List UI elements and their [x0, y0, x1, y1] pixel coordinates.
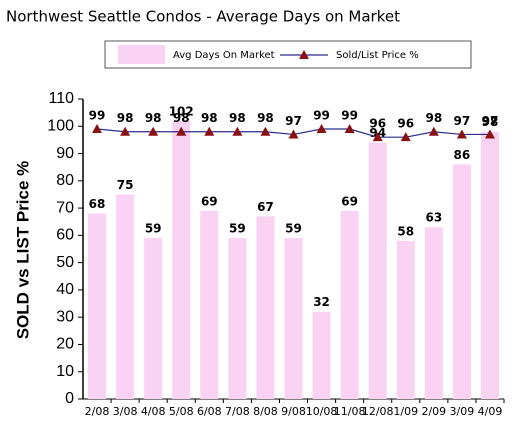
bar	[368, 142, 387, 400]
line-marker	[232, 126, 243, 136]
bar-value-label: 98	[482, 115, 499, 129]
x-tick-label: 2/09	[421, 405, 446, 418]
y-tick-label: 90	[56, 145, 74, 162]
line-marker	[120, 126, 131, 136]
bar-value-label: 86	[454, 148, 471, 162]
line-marker	[372, 132, 383, 142]
x-tick-label: 3/09	[450, 405, 475, 418]
x-tick-label: 9/08	[281, 405, 306, 418]
x-tick-label: 12/08	[362, 405, 394, 418]
bar	[144, 238, 163, 399]
bar	[480, 131, 499, 399]
bar	[116, 194, 135, 399]
bar	[312, 311, 331, 399]
line-value-label: 99	[313, 109, 330, 123]
x-tick-label: 8/08	[253, 405, 278, 418]
line-value-label: 98	[117, 111, 134, 125]
y-tick-label: 50	[56, 254, 74, 271]
bar-value-label: 69	[201, 194, 218, 208]
y-tick-label: 40	[56, 281, 74, 298]
line-value-label: 96	[369, 117, 386, 131]
bar	[200, 210, 219, 399]
y-tick-label: 20	[56, 336, 74, 353]
line-value-label: 98	[145, 111, 162, 125]
line-value-label: 98	[201, 111, 218, 125]
x-tick-label: 4/08	[141, 405, 166, 418]
bar-value-label: 68	[89, 197, 106, 211]
bar-value-label: 67	[257, 200, 274, 214]
bar-value-label: 59	[285, 222, 302, 236]
line-marker	[316, 124, 327, 133]
bar-value-label: 75	[117, 178, 134, 192]
y-tick-label: 80	[56, 172, 74, 189]
line-value-label: 99	[89, 109, 106, 123]
line-marker	[428, 126, 439, 136]
y-tick-label: 110	[48, 90, 74, 107]
line-marker	[148, 126, 159, 136]
bar	[424, 227, 443, 399]
line-value-label: 97	[285, 114, 302, 128]
line-value-label: 98	[173, 111, 190, 125]
line-value-label: 97	[482, 114, 499, 128]
y-tick-label: 30	[56, 308, 74, 325]
legend-swatch	[118, 45, 165, 64]
x-tick-label: 10/08	[306, 405, 338, 418]
bar-value-label: 59	[145, 222, 162, 236]
bar	[452, 164, 471, 399]
bar-value-label: 63	[425, 211, 442, 225]
y-tick-label: 70	[56, 199, 74, 216]
line-marker	[92, 124, 103, 133]
line-marker	[400, 132, 411, 142]
x-tick-label: 6/08	[197, 405, 222, 418]
bar	[396, 240, 415, 399]
x-tick-label: 2/08	[85, 405, 110, 418]
bar	[340, 210, 359, 399]
x-tick-label: 7/08	[225, 405, 250, 418]
line-marker	[344, 124, 355, 133]
y-tick-label: 0	[65, 390, 74, 407]
line-value-label: 99	[341, 109, 358, 123]
y-tick-label: 100	[47, 117, 74, 134]
bar-value-label: 102	[169, 104, 194, 118]
y-tick-label: 10	[56, 363, 74, 380]
legend-marker	[299, 50, 309, 59]
legend-label: Sold/List Price %	[336, 50, 419, 61]
y-axis-label: SOLD vs LIST Price %	[13, 161, 32, 340]
bar	[88, 213, 107, 399]
x-tick-label: 5/08	[169, 405, 194, 418]
x-tick-label: 3/08	[113, 405, 138, 418]
bar-value-label: 58	[397, 224, 414, 238]
bar-value-label: 59	[229, 222, 246, 236]
x-tick-label: 1/09	[393, 405, 418, 418]
x-tick-label: 4/09	[478, 405, 503, 418]
legend-label: Avg Days On Market	[173, 50, 275, 61]
line-marker	[204, 126, 215, 136]
bar	[228, 238, 247, 399]
line-marker	[260, 126, 271, 136]
line-value-label: 96	[397, 117, 414, 131]
bar	[172, 120, 191, 400]
bar	[256, 216, 275, 399]
bar	[284, 238, 303, 399]
line-marker	[288, 129, 299, 139]
line-marker	[176, 126, 187, 136]
line-value-label: 98	[425, 111, 442, 125]
line-value-label: 98	[257, 111, 274, 125]
line-marker	[456, 129, 467, 139]
line-value-label: 98	[229, 111, 246, 125]
line-value-label: 97	[454, 114, 471, 128]
y-tick-label: 60	[56, 227, 74, 244]
chart-title: Northwest Seattle Condos - Average Days …	[6, 8, 400, 26]
x-tick-label: 11/08	[334, 405, 366, 418]
bar-value-label: 32	[313, 295, 330, 309]
line-marker	[484, 129, 495, 139]
bar-value-label: 69	[341, 194, 358, 208]
